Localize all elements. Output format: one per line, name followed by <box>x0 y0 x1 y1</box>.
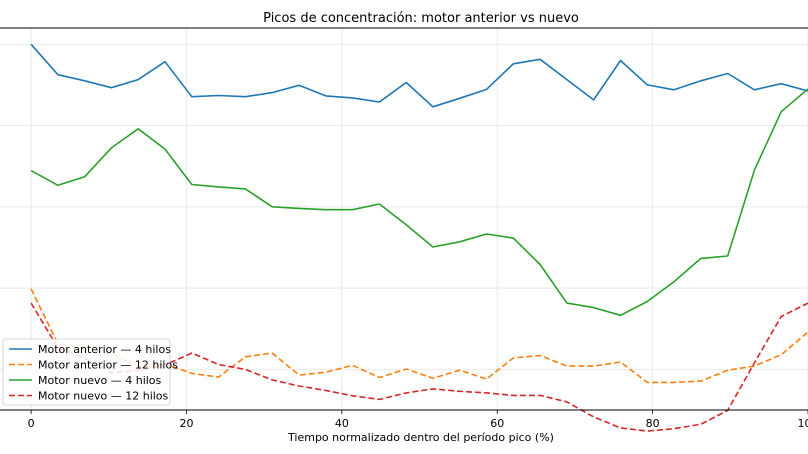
x-tick-label: 40 <box>335 417 349 430</box>
legend-label-1: Motor anterior — 4 hilos <box>38 343 171 356</box>
x-tick-label: 20 <box>179 417 193 430</box>
x-ticks: 0 20 40 60 80 100 <box>28 410 808 430</box>
x-tick-label: 60 <box>490 417 504 430</box>
grid <box>0 28 808 410</box>
x-tick-label: 0 <box>28 417 35 430</box>
legend-box <box>2 338 171 406</box>
series-line-1 <box>30 43 808 108</box>
series-line-3 <box>30 88 808 317</box>
legend-label-3: Motor nuevo — 4 hilos <box>38 374 162 387</box>
x-axis-label: Tiempo normalizado dentro del período pi… <box>287 431 554 444</box>
legend-label-4: Motor nuevo — 12 hilos <box>38 390 169 403</box>
legend: Motor anterior — 4 hilos Motor anterior —… <box>2 338 178 406</box>
axes-frame <box>0 27 808 411</box>
chart-title: Picos de concentración: motor anterior v… <box>263 11 579 26</box>
x-tick-label: 80 <box>646 417 660 430</box>
x-tick-label: 100 <box>798 417 808 430</box>
legend-label-2: Motor anterior — 12 hilos <box>38 359 178 372</box>
series-line-4 <box>30 302 808 432</box>
